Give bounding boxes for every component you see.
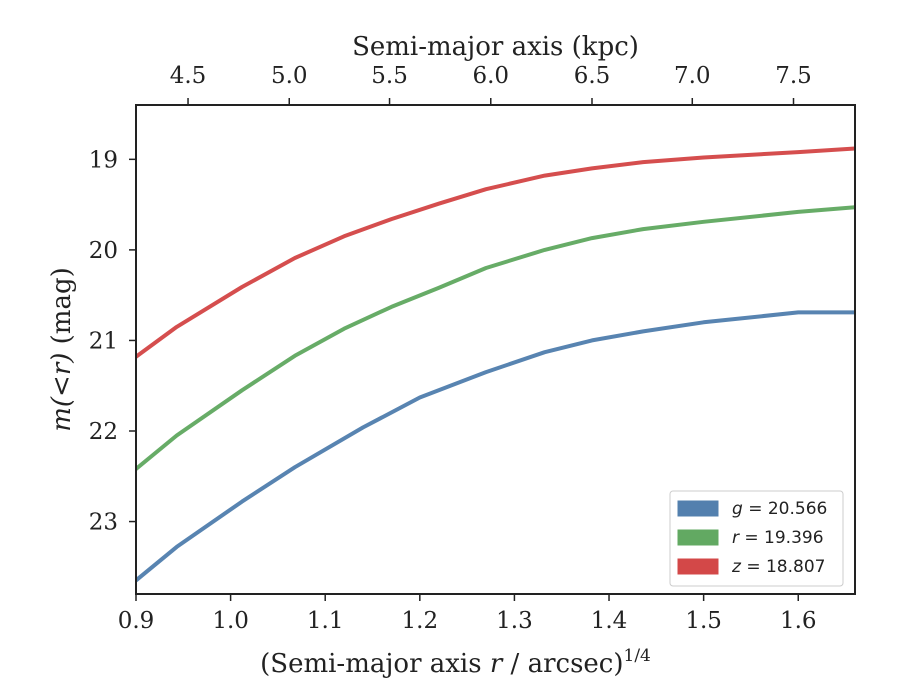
legend-swatch-r <box>677 529 719 546</box>
x-tick-label: 1.3 <box>496 608 533 634</box>
top-tick-label: 5.0 <box>271 63 308 89</box>
x-tick-label: 1.6 <box>780 608 817 634</box>
bottom-axis-title-var: r <box>490 649 504 679</box>
y-tick-label: 21 <box>89 328 118 354</box>
y-tick-label: 22 <box>89 419 118 445</box>
x-tick-label: 1.0 <box>212 608 249 634</box>
y-tick-label: 20 <box>89 238 118 264</box>
bottom-axis-title: (Semi-major axis r / arcsec)1/4 <box>260 646 651 679</box>
y-tick-label: 23 <box>89 510 118 536</box>
top-tick-label: 7.5 <box>775 63 812 89</box>
top-tick-label: 6.5 <box>574 63 611 89</box>
top-axis-title: Semi-major axis (kpc) <box>352 32 639 62</box>
legend-swatch-g <box>677 500 719 517</box>
top-tick-label: 5.5 <box>371 63 408 89</box>
y-tick-label: 19 <box>89 147 118 173</box>
x-tick-label: 1.2 <box>402 608 439 634</box>
bottom-axis-title-main: (Semi-major axis <box>260 649 490 679</box>
legend-swatch-z <box>677 558 719 575</box>
bottom-axis: 0.9 1.0 1.1 1.2 1.3 1.4 1.5 1.6 <box>118 594 817 634</box>
series-line-z <box>136 146 855 359</box>
series-line-g <box>136 310 855 583</box>
top-axis: 4.5 5.0 5.5 6.0 6.5 7.0 7.5 <box>170 63 812 105</box>
plot-lines <box>136 146 855 583</box>
legend-label-g: g = 20.566 <box>732 499 827 519</box>
y-axis-title: m(<r) (mag) <box>47 267 77 432</box>
plot-frame <box>135 104 856 595</box>
x-tick-label: 1.5 <box>685 608 722 634</box>
bottom-axis-title-sup: 1/4 <box>624 646 651 666</box>
top-tick-label: 4.5 <box>170 63 207 89</box>
bottom-axis-title-tail: / arcsec) <box>502 649 623 679</box>
x-tick-label: 1.1 <box>307 608 344 634</box>
x-tick-label: 1.4 <box>591 608 628 634</box>
series-line-r <box>136 205 855 471</box>
top-tick-label: 6.0 <box>472 63 509 89</box>
y-axis-title-unit: (mag) <box>47 267 77 352</box>
y-axis: 19 20 21 22 23 <box>89 147 136 536</box>
top-tick-label: 7.0 <box>674 63 711 89</box>
legend: g = 20.566 r = 19.396 z = 18.807 <box>669 490 844 587</box>
legend-label-r: r = 19.396 <box>732 528 824 548</box>
y-axis-title-var: m(<r) <box>47 353 77 432</box>
x-tick-label: 0.9 <box>118 608 155 634</box>
legend-label-z: z = 18.807 <box>731 557 825 577</box>
